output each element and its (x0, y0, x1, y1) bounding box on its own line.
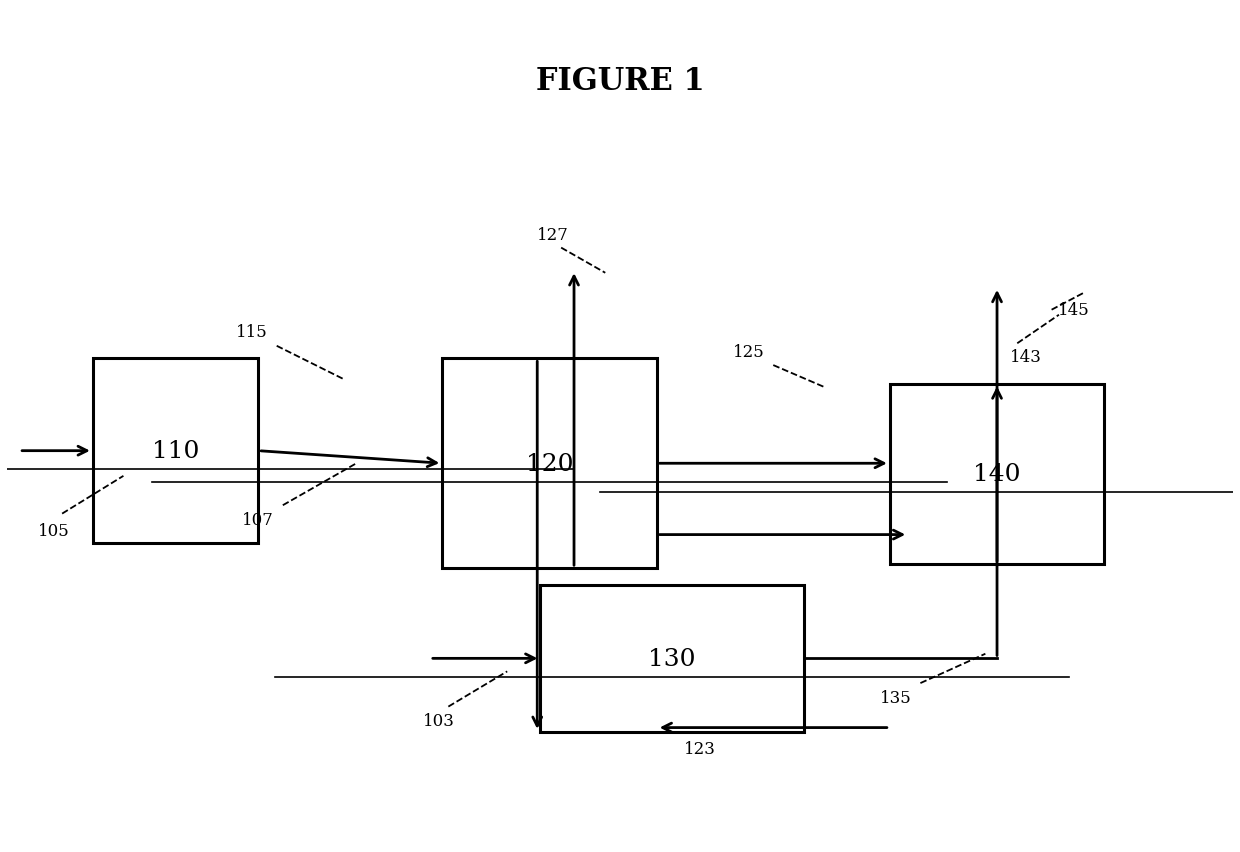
Text: 115: 115 (237, 324, 268, 341)
Text: 125: 125 (733, 343, 765, 360)
Bar (443, 359, 657, 568)
Text: FIGURE 1: FIGURE 1 (536, 66, 704, 96)
Text: 140: 140 (973, 463, 1021, 486)
Bar (890, 384, 1105, 564)
Text: 120: 120 (526, 452, 573, 475)
Bar (93, 359, 258, 544)
Text: 145: 145 (1058, 302, 1090, 319)
Bar (541, 585, 804, 732)
Text: 143: 143 (1009, 348, 1042, 366)
Text: 123: 123 (683, 740, 715, 757)
Text: 130: 130 (649, 647, 696, 670)
Text: 105: 105 (37, 522, 69, 539)
Text: 107: 107 (242, 511, 274, 528)
Text: 127: 127 (537, 227, 568, 244)
Text: 135: 135 (880, 689, 911, 706)
Text: 103: 103 (423, 712, 455, 729)
Text: 110: 110 (151, 440, 200, 463)
